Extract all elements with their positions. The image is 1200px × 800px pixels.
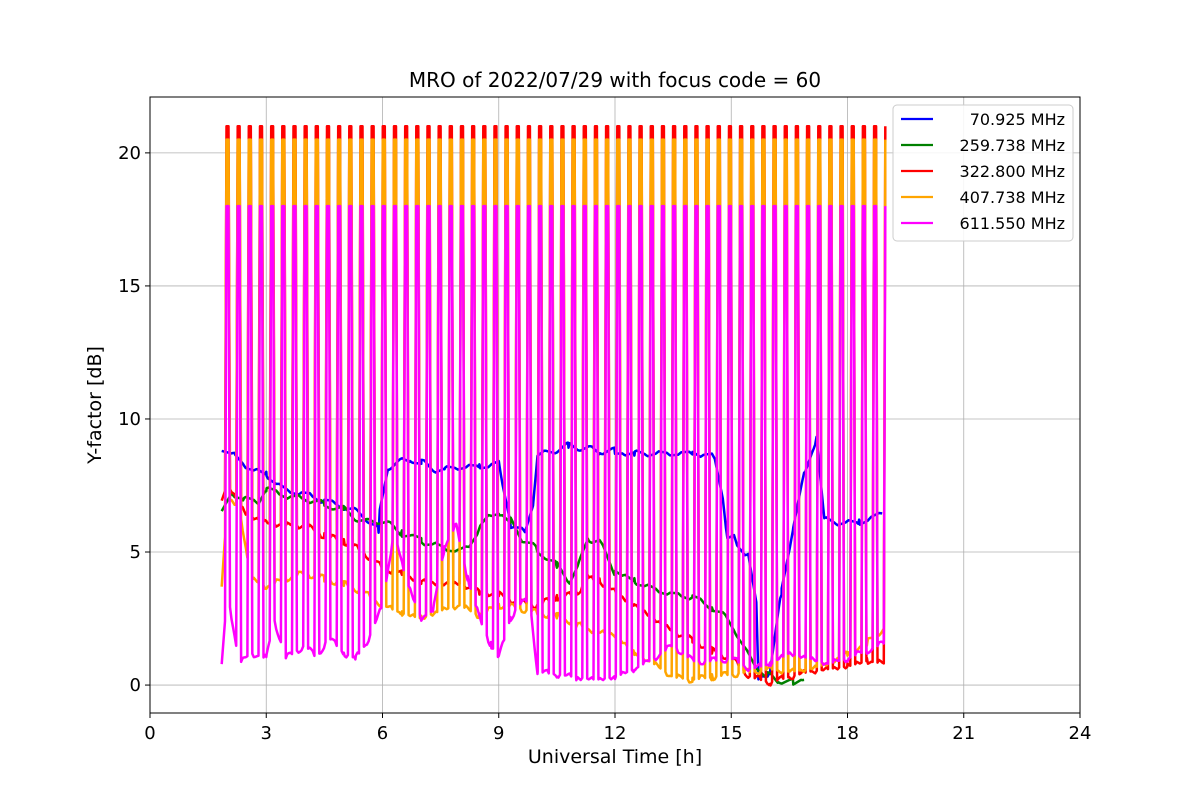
x-tick-label: 21 [952,723,975,744]
series-line [220,486,805,686]
chart-title: MRO of 2022/07/29 with focus code = 60 [409,68,821,92]
legend: 70.925 MHz 259.738 MHz 322.800 MHz 407.738 … [892,104,1074,242]
series-group [220,125,887,687]
x-tick-label: 18 [836,723,859,744]
y-tick-label: 5 [130,542,141,563]
series-line [220,204,887,682]
legend-entry: 611.550 MHz [960,214,1065,233]
y-tick-label: 10 [118,409,141,430]
x-tick-label: 24 [1069,723,1092,744]
x-tick-label: 0 [144,723,155,744]
legend-box [892,104,1074,242]
y-tick-label: 0 [130,675,141,696]
series-line [220,125,887,687]
series-line [220,138,887,684]
x-tick-label: 3 [261,723,272,744]
x-tick-label: 6 [377,723,388,744]
x-tick-label: 15 [720,723,743,744]
y-axis-title: Y-factor [dB] [84,346,106,465]
legend-entry: 259.738 MHz [960,136,1065,155]
x-tick-label: 9 [493,723,504,744]
axis-ticks: 0 3 6 9 12 15 18 21 24 0 5 10 15 20 [118,143,1091,744]
legend-entry: 322.800 MHz [960,162,1065,181]
y-tick-label: 20 [118,143,141,164]
legend-entry: 407.738 MHz [960,188,1065,207]
y-tick-label: 15 [118,276,141,297]
x-tick-label: 12 [604,723,627,744]
x-axis-title: Universal Time [h] [528,746,702,768]
legend-entry: 70.925 MHz [970,110,1065,129]
